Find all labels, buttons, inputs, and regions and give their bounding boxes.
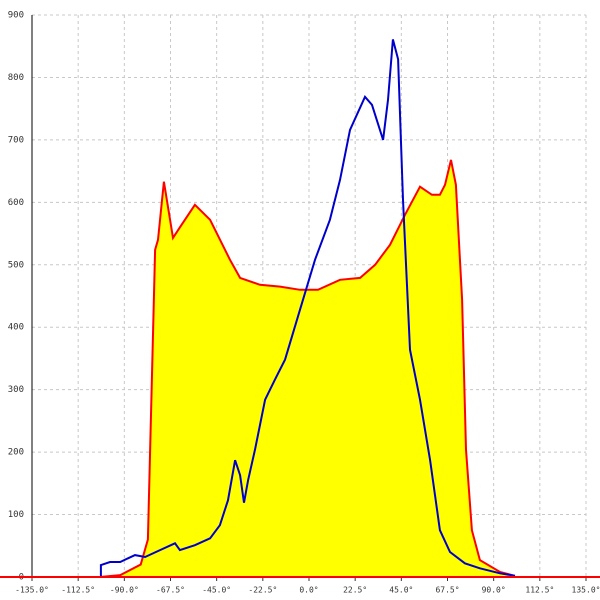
y-tick-label: 800 — [8, 73, 24, 83]
x-tick-label: 67.5° — [435, 586, 459, 595]
series-line — [99, 159, 516, 578]
x-tick-label: -90.0° — [110, 586, 139, 595]
x-tick-label: 90.0° — [482, 586, 506, 595]
y-tick-label: 300 — [8, 385, 24, 395]
y-tick-label: 400 — [8, 323, 24, 333]
x-tick-label: 135.0° — [572, 586, 600, 595]
x-tick-label: 22.5° — [343, 586, 367, 595]
x-tick-label: 112.5° — [525, 586, 554, 595]
y-tick-label: 900 — [8, 11, 24, 21]
x-tick-label: 45.0° — [389, 586, 413, 595]
x-tick-label: -67.5° — [156, 586, 185, 595]
series-line — [99, 39, 516, 577]
y-tick-label: 500 — [8, 260, 24, 270]
x-tick-label: -22.5° — [248, 586, 277, 595]
y-tick-label: 100 — [8, 510, 24, 520]
x-tick-label: -45.0° — [202, 586, 231, 595]
x-tick-label: -112.5° — [61, 586, 95, 595]
x-tick-label: -135.0° — [15, 586, 49, 595]
y-tick-label: 700 — [8, 135, 24, 145]
area-fill — [99, 159, 516, 577]
y-tick-label: 200 — [8, 448, 24, 458]
x-tick-label: 0.0° — [299, 586, 318, 595]
y-tick-label: 600 — [8, 198, 24, 208]
